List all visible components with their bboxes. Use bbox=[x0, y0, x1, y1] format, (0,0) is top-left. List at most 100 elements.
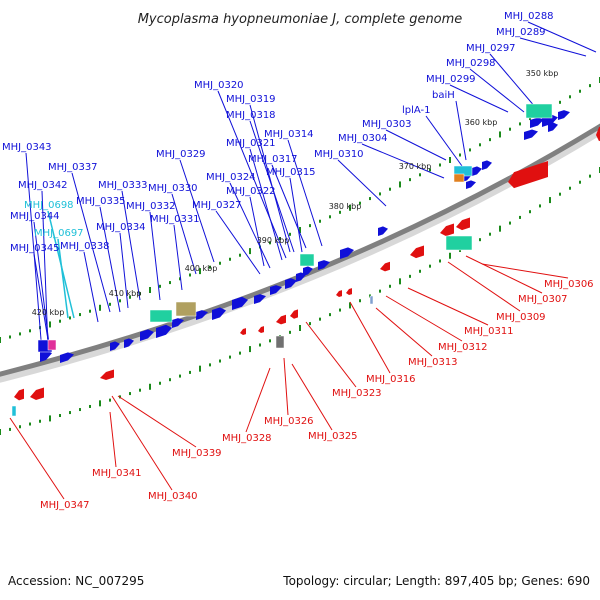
reverse-gene-label: MHJ_0328 bbox=[222, 433, 272, 444]
track-dot bbox=[549, 197, 551, 204]
track-dot bbox=[579, 89, 581, 93]
forward-leader-line bbox=[41, 190, 49, 349]
forward-gene-arrow bbox=[156, 324, 172, 339]
track-dot bbox=[359, 299, 361, 303]
forward-gene-label: MHJ_0333 bbox=[98, 180, 148, 191]
forward-gene-arrow bbox=[466, 180, 476, 190]
forward-leader-line bbox=[449, 84, 509, 113]
cyan-gene-label: MHJ_0697 bbox=[34, 228, 84, 239]
forward-gene-label: MHJ_0331 bbox=[150, 214, 200, 225]
gene-box bbox=[149, 309, 173, 323]
track-dot bbox=[379, 192, 381, 196]
track-dot bbox=[409, 178, 411, 182]
track-dot bbox=[289, 330, 291, 334]
track-dot bbox=[299, 227, 301, 233]
reverse-gene-arrow bbox=[440, 223, 454, 237]
forward-gene-label: MHJ_0299 bbox=[426, 74, 476, 85]
reverse-gene-arrow bbox=[100, 369, 114, 381]
forward-gene-label: MHJ_0297 bbox=[466, 43, 516, 54]
reverse-gene-label: MHJ_0341 bbox=[92, 468, 142, 479]
track-dot bbox=[89, 404, 91, 408]
forward-gene-arrow bbox=[524, 129, 538, 141]
reverse-leader-line bbox=[385, 295, 463, 342]
reverse-gene-label: MHJ_0312 bbox=[438, 342, 488, 353]
track-dot bbox=[219, 261, 221, 265]
track-dot bbox=[209, 265, 211, 269]
track-dot bbox=[489, 232, 491, 236]
track-dot bbox=[519, 122, 521, 126]
track-dot bbox=[329, 215, 331, 219]
reverse-leader-line bbox=[245, 367, 271, 433]
track-dot bbox=[69, 316, 71, 320]
reverse-gene-label: MHJ_0325 bbox=[308, 431, 358, 442]
gene-box bbox=[275, 335, 285, 349]
track-dot bbox=[379, 289, 381, 293]
track-dot bbox=[529, 210, 531, 214]
track-dot bbox=[539, 204, 541, 208]
reverse-gene-arrow bbox=[290, 309, 298, 319]
track-dot bbox=[129, 392, 131, 396]
forward-gene-arrow bbox=[472, 166, 482, 177]
track-dot bbox=[199, 365, 201, 372]
forward-leader-line bbox=[287, 139, 323, 247]
track-dot bbox=[139, 388, 141, 392]
forward-gene-label: lplA-1 bbox=[402, 105, 431, 116]
track-dot bbox=[319, 219, 321, 223]
forward-gene-arrow bbox=[378, 226, 388, 237]
track-dot bbox=[529, 117, 531, 121]
forward-gene-label: MHJ_0320 bbox=[194, 80, 244, 91]
track-dot bbox=[409, 274, 411, 278]
forward-leader-line bbox=[217, 90, 287, 259]
track-dot bbox=[119, 299, 121, 303]
forward-leader-line bbox=[119, 232, 129, 309]
reverse-leader-line bbox=[481, 263, 569, 279]
reverse-gene-label: MHJ_0340 bbox=[148, 491, 198, 502]
reverse-gene-arrow bbox=[30, 387, 44, 401]
track-dot bbox=[459, 248, 461, 252]
forward-leader-line bbox=[249, 148, 283, 261]
gene-features bbox=[11, 103, 600, 417]
track-dot bbox=[29, 329, 31, 333]
reverse-leader-line bbox=[375, 307, 433, 357]
track-dot bbox=[19, 425, 21, 429]
forward-gene-arrow bbox=[558, 110, 570, 121]
track-dot bbox=[579, 180, 581, 184]
reverse-gene-label: MHJ_0323 bbox=[332, 388, 382, 399]
track-dot bbox=[269, 339, 271, 343]
gene-box bbox=[11, 405, 17, 417]
gene-box bbox=[525, 103, 553, 119]
forward-gene-arrow bbox=[548, 122, 558, 133]
track-dot bbox=[339, 210, 341, 214]
forward-leader-line bbox=[469, 68, 525, 113]
forward-gene-arrow bbox=[40, 350, 52, 363]
track-dot bbox=[239, 253, 241, 257]
tick-label: 380 kbp bbox=[329, 202, 362, 211]
track-dot bbox=[149, 287, 151, 293]
forward-gene-arrow bbox=[270, 285, 282, 296]
forward-leader-line bbox=[385, 129, 447, 161]
forward-leader-line bbox=[489, 53, 537, 109]
track-dot bbox=[219, 359, 221, 363]
track-dot bbox=[89, 309, 91, 313]
track-dot bbox=[0, 337, 1, 343]
forward-gene-label: MHJ_0322 bbox=[226, 186, 276, 197]
track-dot bbox=[399, 181, 401, 188]
forward-leader-line bbox=[173, 224, 183, 291]
gene-box bbox=[453, 173, 465, 183]
track-dot bbox=[429, 168, 431, 172]
track-dot bbox=[349, 204, 351, 211]
track-dot bbox=[129, 295, 131, 299]
forward-gene-label: MHJ_0338 bbox=[60, 241, 110, 252]
forward-gene-label: MHJ_0310 bbox=[314, 149, 364, 160]
forward-gene-label: MHJ_0314 bbox=[264, 129, 314, 140]
track-dot bbox=[249, 248, 251, 255]
track-dot bbox=[109, 398, 111, 402]
forward-leader-line bbox=[519, 37, 587, 57]
reverse-gene-arrow bbox=[276, 314, 286, 325]
track-dot bbox=[449, 157, 451, 163]
track-dot bbox=[499, 225, 501, 232]
track-dot bbox=[179, 277, 181, 281]
reverse-gene-arrow bbox=[508, 161, 548, 189]
